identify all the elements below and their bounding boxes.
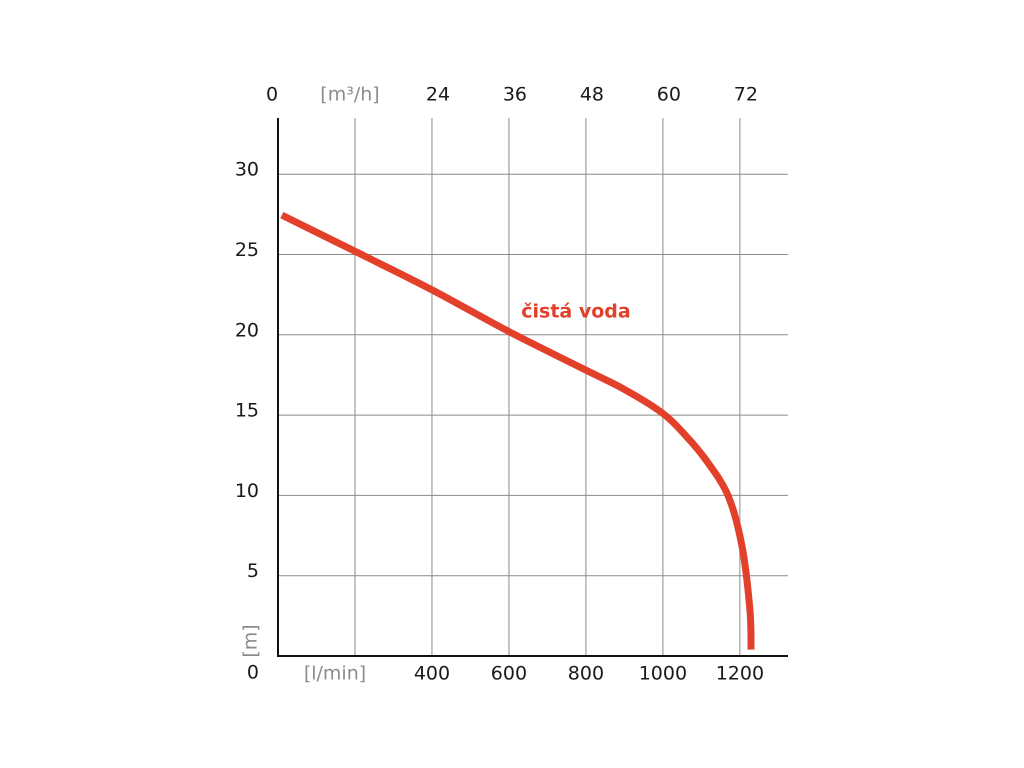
x2-tick-label: 24	[426, 84, 450, 106]
x2-tick-label: 0	[266, 84, 278, 106]
y-tick-label: 30	[235, 159, 259, 181]
x2-tick-label: 72	[734, 84, 758, 106]
series-label: čistá voda	[521, 301, 630, 323]
y-axis-label: [m]	[240, 624, 262, 657]
x-axis-label: [l/min]	[304, 663, 366, 685]
x2-axis-label: [m³/h]	[320, 84, 379, 106]
x-tick-label: 1200	[716, 663, 764, 685]
x-tick-label: 1000	[639, 663, 687, 685]
x-tick-label: 400	[414, 663, 450, 685]
x2-tick-label: 60	[657, 84, 681, 106]
x2-tick-label: 36	[503, 84, 527, 106]
y-tick-label: 20	[235, 319, 259, 341]
curve	[280, 212, 755, 650]
x-tick-label: 600	[491, 663, 527, 685]
x-tick-label: 800	[568, 663, 604, 685]
y-tick-label: 15	[235, 400, 259, 422]
y-tick-label: 0	[247, 662, 259, 684]
x2-tick-label: 48	[580, 84, 604, 106]
y-tick-label: 5	[247, 560, 259, 582]
y-tick-label: 25	[235, 239, 259, 261]
y-tick-label: 10	[235, 480, 259, 502]
